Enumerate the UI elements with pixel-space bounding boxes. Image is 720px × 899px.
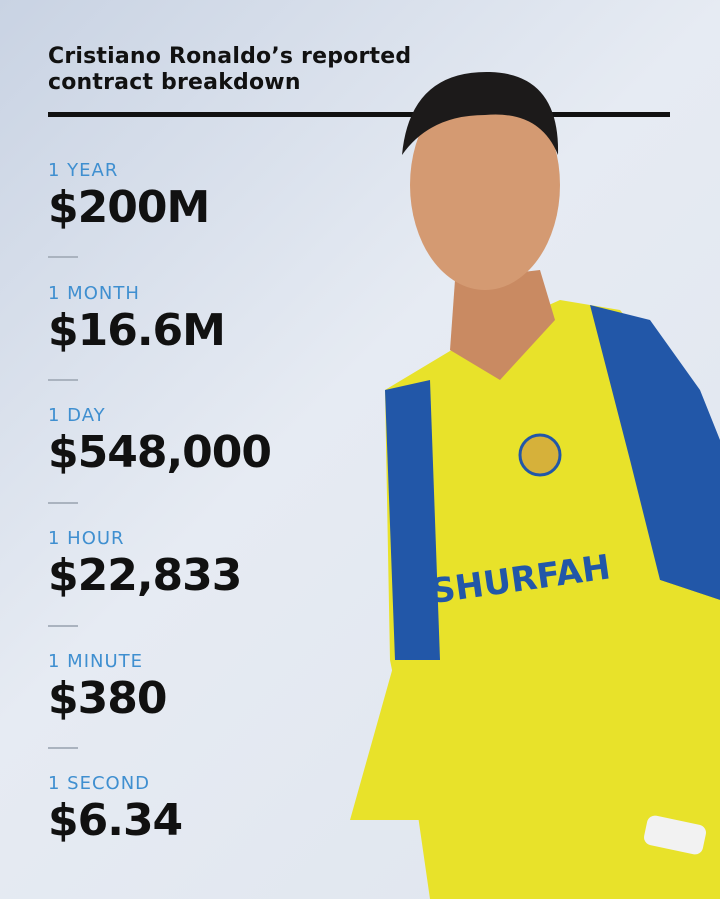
period-label: 1 SECOND: [48, 773, 151, 794]
row-divider: [48, 747, 78, 749]
breakdown-row-year: 1 YEAR $200M: [48, 160, 210, 234]
row-divider: [48, 379, 78, 381]
breakdown-row-second: 1 SECOND $6.34: [48, 773, 183, 847]
breakdown-row-month: 1 MONTH $16.6M: [48, 283, 226, 357]
breakdown-row-day: 1 DAY $548,000: [48, 405, 272, 479]
left-sleeve: [385, 380, 440, 670]
hair: [402, 71, 559, 155]
breakdown-row-minute: 1 MINUTE $380: [48, 651, 167, 725]
period-label: 1 DAY: [48, 405, 106, 426]
title-rule: [48, 112, 670, 117]
period-label: 1 MONTH: [48, 283, 140, 304]
row-divider: [48, 502, 78, 504]
period-label: 1 MINUTE: [48, 651, 144, 672]
row-divider: [48, 625, 78, 627]
breakdown-row-hour: 1 HOUR $22,833: [48, 528, 242, 602]
amount-value: $22,833: [48, 550, 242, 601]
head: [410, 80, 560, 290]
neck: [450, 270, 555, 380]
amount-value: $6.34: [48, 795, 183, 846]
wrist-tape: [644, 815, 706, 855]
period-label: 1 HOUR: [48, 528, 125, 549]
title-line-2: contract breakdown: [48, 70, 301, 95]
player-photo: SHURFAH: [350, 71, 720, 899]
amount-value: $16.6M: [48, 305, 226, 356]
right-arm: [660, 580, 720, 860]
club-crest-icon: [518, 433, 562, 477]
row-divider: [48, 256, 78, 258]
amount-value: $548,000: [48, 427, 272, 478]
amount-value: $380: [48, 673, 167, 724]
period-label: 1 YEAR: [48, 160, 119, 181]
amount-value: $200M: [48, 182, 210, 233]
title-line-1: Cristiano Ronaldo’s reported: [48, 44, 412, 69]
infographic-title: Cristiano Ronaldo’s reported contract br…: [48, 44, 411, 96]
left-forearm: [350, 660, 440, 820]
right-sleeve: [590, 305, 720, 600]
